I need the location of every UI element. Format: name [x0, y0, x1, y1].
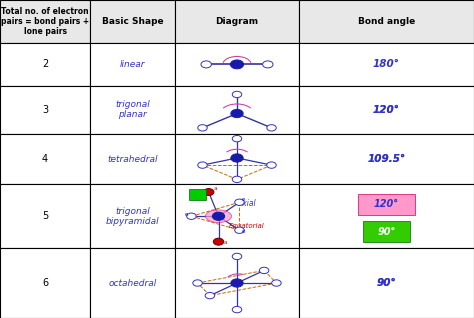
FancyBboxPatch shape: [90, 43, 175, 86]
Text: 120°: 120°: [373, 105, 400, 115]
Circle shape: [235, 199, 244, 205]
FancyBboxPatch shape: [175, 248, 299, 318]
Text: trigonal
planar: trigonal planar: [115, 100, 150, 120]
FancyBboxPatch shape: [0, 248, 90, 318]
Text: e: e: [242, 229, 245, 234]
Text: tetrahedral: tetrahedral: [108, 155, 158, 163]
Ellipse shape: [205, 210, 231, 223]
Circle shape: [205, 293, 215, 299]
Text: 120°: 120°: [373, 105, 400, 115]
Circle shape: [232, 135, 242, 142]
FancyBboxPatch shape: [0, 134, 90, 184]
Text: 109.5°: 109.5°: [367, 154, 405, 164]
Circle shape: [231, 279, 243, 287]
Text: octahedral: octahedral: [109, 279, 157, 287]
Circle shape: [212, 212, 225, 220]
Text: a: a: [213, 185, 217, 190]
Circle shape: [231, 154, 243, 162]
FancyBboxPatch shape: [299, 0, 474, 43]
Text: 90°: 90°: [377, 226, 395, 237]
Circle shape: [232, 307, 242, 313]
FancyBboxPatch shape: [0, 43, 90, 86]
Text: e: e: [184, 212, 188, 217]
FancyBboxPatch shape: [0, 184, 90, 248]
Circle shape: [231, 109, 243, 118]
FancyBboxPatch shape: [90, 248, 175, 318]
FancyBboxPatch shape: [299, 134, 474, 184]
Text: Basic Shape: Basic Shape: [102, 17, 164, 26]
Text: 120°: 120°: [374, 199, 399, 209]
Circle shape: [193, 280, 202, 286]
Circle shape: [259, 267, 269, 273]
Circle shape: [232, 253, 242, 259]
Circle shape: [232, 91, 242, 98]
Text: linear: linear: [120, 60, 146, 69]
FancyBboxPatch shape: [175, 86, 299, 134]
FancyBboxPatch shape: [90, 184, 175, 248]
FancyBboxPatch shape: [189, 189, 206, 200]
FancyBboxPatch shape: [358, 194, 415, 215]
Circle shape: [232, 176, 242, 183]
Circle shape: [267, 162, 276, 168]
FancyBboxPatch shape: [175, 43, 299, 86]
Circle shape: [272, 280, 281, 286]
Circle shape: [263, 61, 273, 68]
Circle shape: [213, 238, 224, 245]
Text: 109.5°: 109.5°: [367, 154, 405, 164]
Text: a: a: [223, 240, 227, 245]
Text: 2: 2: [42, 59, 48, 69]
Text: e: e: [242, 197, 245, 202]
FancyBboxPatch shape: [175, 134, 299, 184]
FancyBboxPatch shape: [363, 221, 410, 242]
Text: Total no. of electron
pairs = bond pairs +
lone pairs: Total no. of electron pairs = bond pairs…: [1, 7, 89, 36]
FancyBboxPatch shape: [90, 134, 175, 184]
Text: 90°: 90°: [376, 278, 396, 288]
FancyBboxPatch shape: [90, 0, 175, 43]
Text: trigonal
bipyramidal: trigonal bipyramidal: [106, 206, 160, 226]
FancyBboxPatch shape: [0, 86, 90, 134]
Text: 180°: 180°: [373, 59, 400, 69]
Circle shape: [235, 227, 244, 233]
FancyBboxPatch shape: [299, 43, 474, 86]
Circle shape: [201, 61, 211, 68]
Text: Bond angle: Bond angle: [358, 17, 415, 26]
FancyBboxPatch shape: [90, 86, 175, 134]
Text: Diagram: Diagram: [216, 17, 258, 26]
Text: Equatorial: Equatorial: [229, 223, 265, 229]
Text: 4: 4: [42, 154, 48, 164]
FancyBboxPatch shape: [299, 248, 474, 318]
Text: 3: 3: [42, 105, 48, 115]
Text: 6: 6: [42, 278, 48, 288]
Circle shape: [187, 213, 196, 219]
FancyBboxPatch shape: [175, 0, 299, 43]
FancyBboxPatch shape: [299, 86, 474, 134]
Text: 5: 5: [42, 211, 48, 221]
FancyBboxPatch shape: [175, 184, 299, 248]
FancyBboxPatch shape: [0, 0, 90, 43]
Circle shape: [230, 60, 244, 69]
Circle shape: [198, 125, 207, 131]
FancyBboxPatch shape: [299, 184, 474, 248]
Text: 90°: 90°: [376, 278, 396, 288]
Circle shape: [198, 162, 207, 168]
Circle shape: [203, 189, 214, 196]
Circle shape: [267, 125, 276, 131]
Text: Axial: Axial: [237, 199, 256, 208]
